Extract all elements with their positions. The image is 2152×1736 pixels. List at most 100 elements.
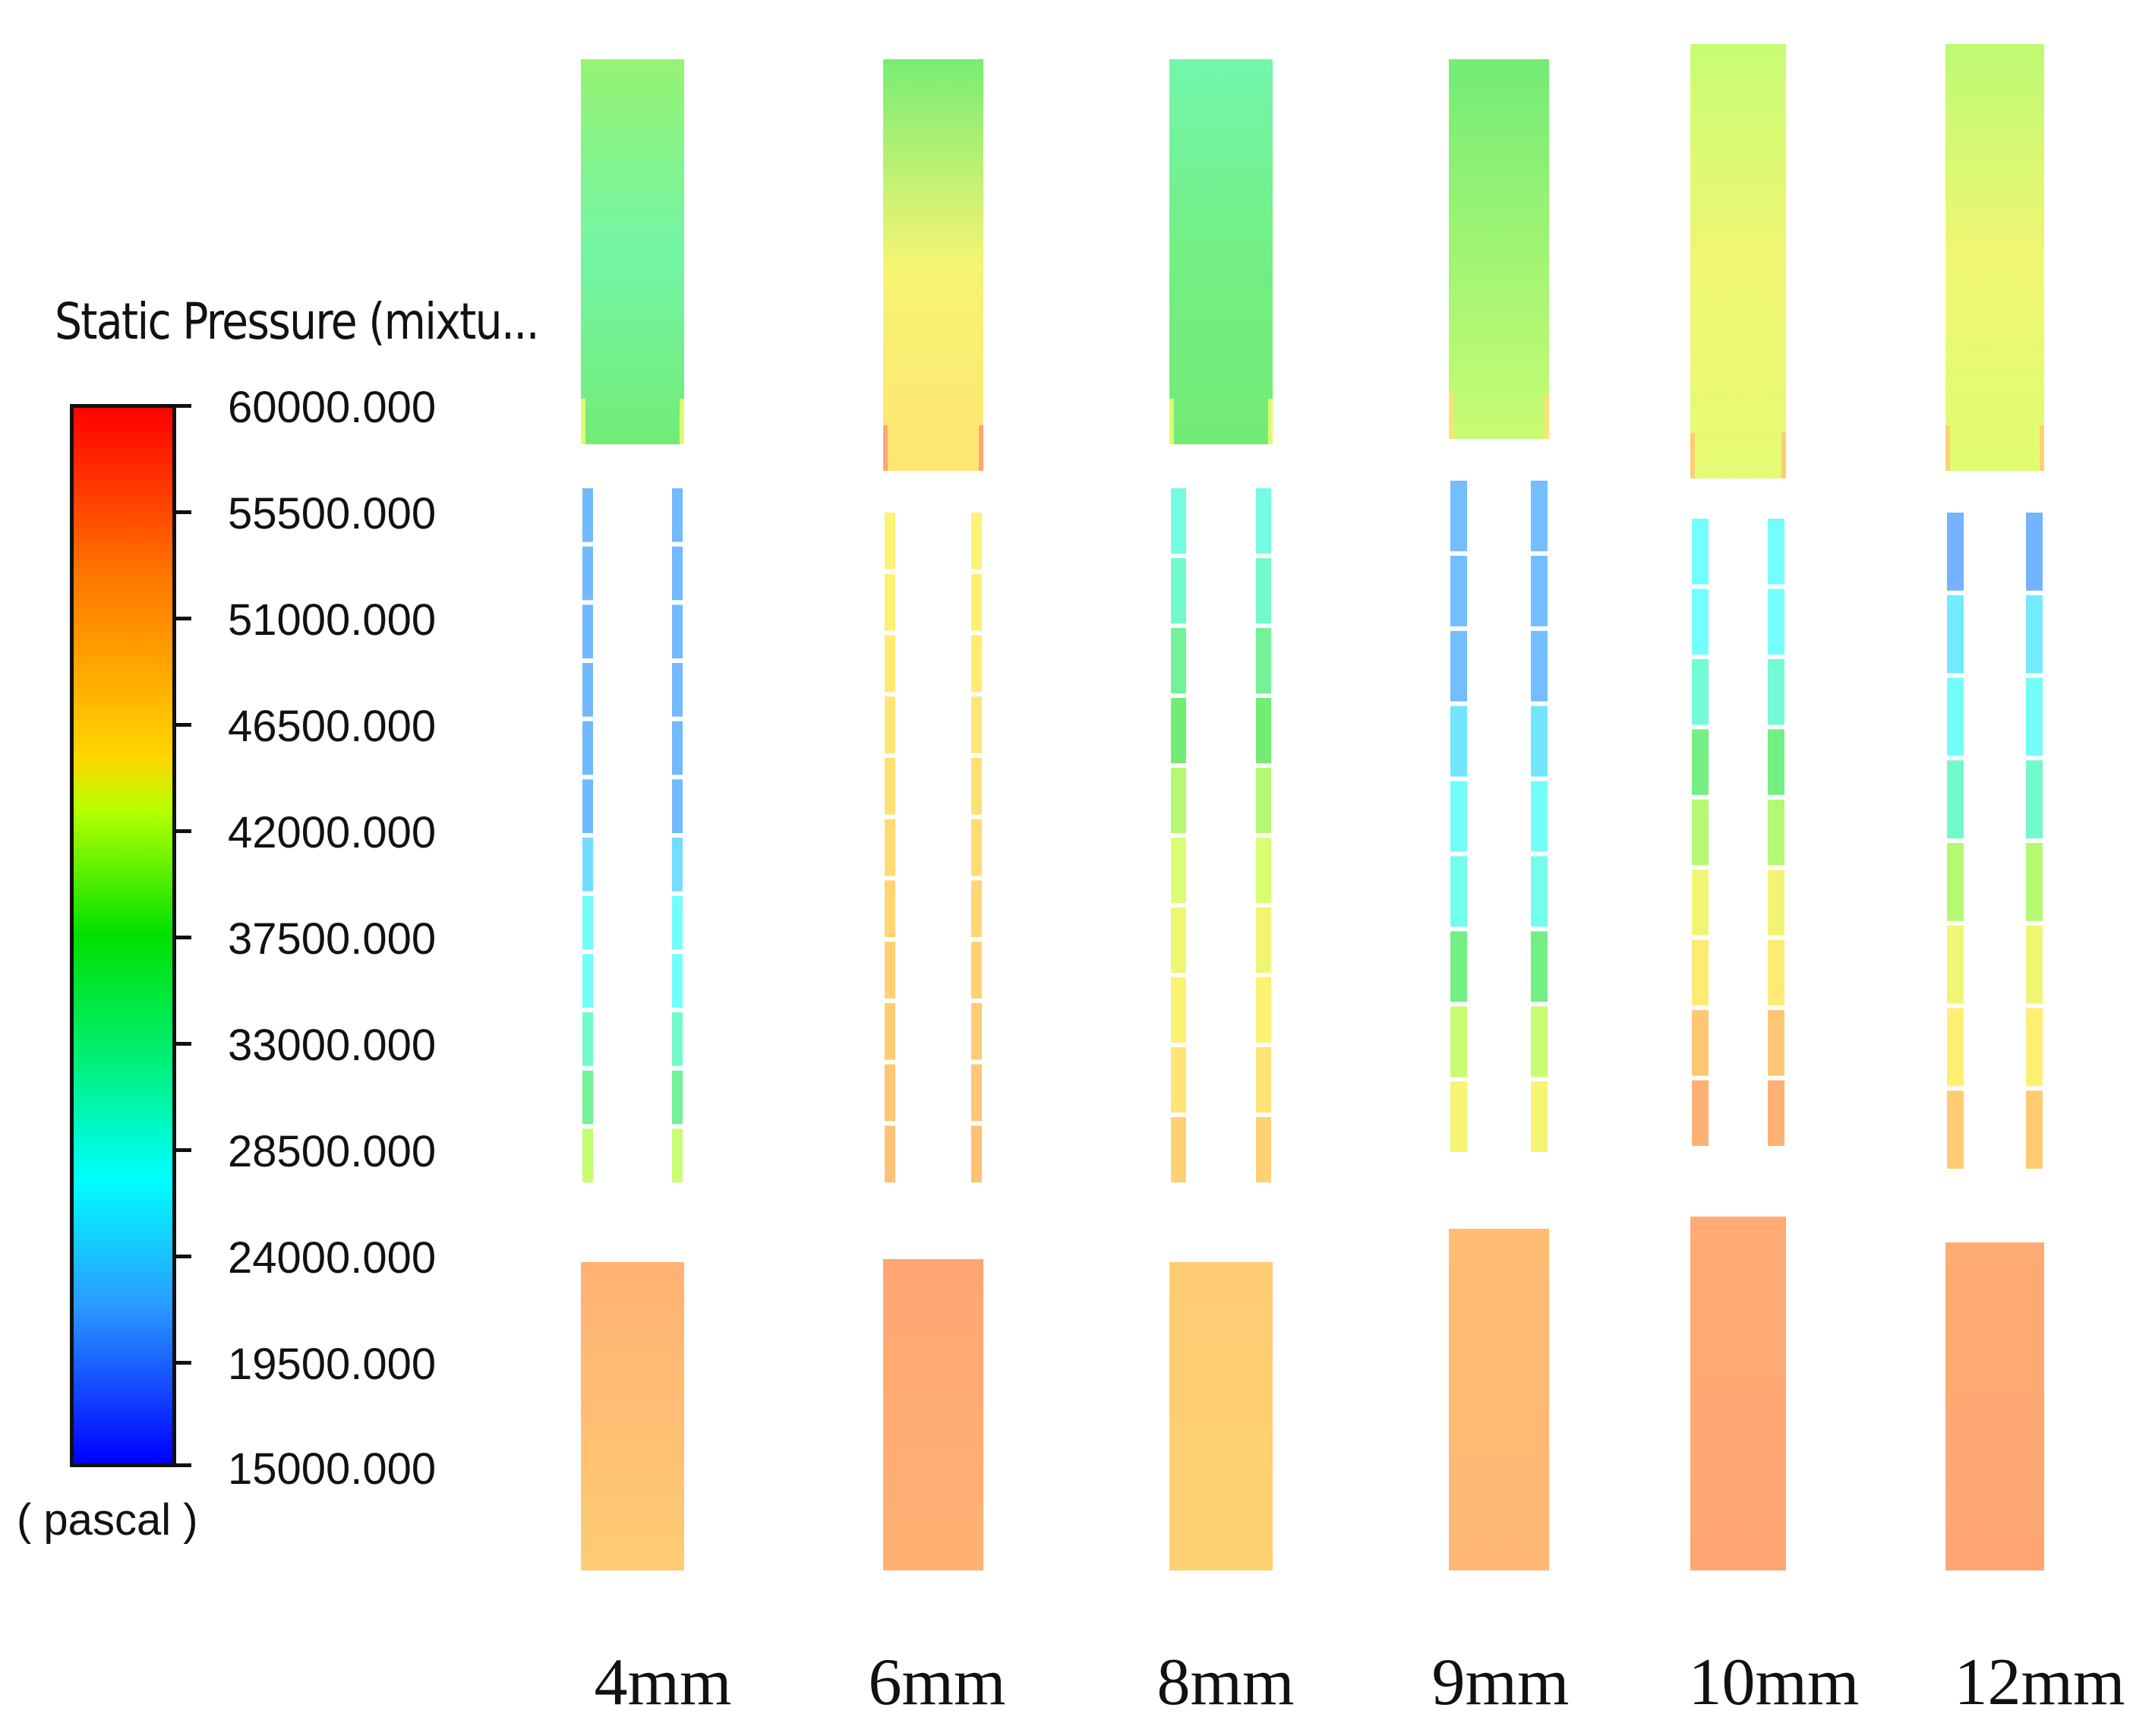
- gap-cell-right: [1256, 907, 1271, 973]
- gap-cell-left: [885, 1125, 895, 1182]
- gap-cell-right: [971, 1125, 982, 1182]
- legend-label-15000: 15000.000: [228, 1444, 437, 1494]
- upper-pipe-6mm: [883, 59, 983, 471]
- gap-cell-right: [2026, 843, 2043, 921]
- panel-4mm: [581, 59, 684, 1570]
- gap-cell-right: [672, 1128, 683, 1182]
- upper-pipe-8mm: [1169, 59, 1273, 444]
- gap-cell-right: [2026, 1008, 2043, 1087]
- gap-cell-left: [1692, 1010, 1709, 1076]
- gap-cell-left: [1692, 519, 1709, 585]
- gap-cell-right: [971, 696, 982, 753]
- gap-cell-left: [1450, 1081, 1467, 1152]
- upper-edge-right-6mm: [979, 425, 983, 471]
- upper-edge-left-6mm: [883, 425, 888, 471]
- gap-cell-left: [885, 696, 895, 753]
- gap-cell-right: [1531, 856, 1548, 927]
- gap-cell-right: [1531, 481, 1548, 551]
- gap-cell-right: [971, 880, 982, 938]
- gap-cell-left: [1692, 799, 1709, 866]
- gap-cell-left: [1450, 630, 1467, 702]
- gap-cell-left: [1947, 1008, 1964, 1087]
- gap-cell-left: [582, 1128, 593, 1182]
- legend-tick: [176, 1255, 191, 1258]
- gap-cell-right: [1531, 931, 1548, 1002]
- gap-cell-left: [582, 1070, 593, 1125]
- legend-title: Static Pressure (mixtu...: [55, 292, 540, 351]
- legend-tick: [176, 829, 191, 833]
- gap-cell-right: [1256, 558, 1271, 623]
- upper-edge-left-8mm: [1169, 399, 1174, 444]
- panel-12mm: [1945, 44, 2044, 1570]
- legend-label-28500: 28500.000: [228, 1127, 437, 1176]
- legend-tick: [176, 936, 191, 939]
- legend-label-33000: 33000.000: [228, 1021, 437, 1070]
- upper-pipe-12mm: [1945, 44, 2044, 471]
- gap-cell-left: [1171, 558, 1186, 623]
- gap-cell-right: [971, 819, 982, 876]
- gap-cell-left: [885, 757, 895, 815]
- gap-cell-right: [1256, 628, 1271, 693]
- legend-tick: [176, 1042, 191, 1046]
- gap-cell-right: [1531, 1081, 1548, 1152]
- legend-label-19500: 19500.000: [228, 1340, 437, 1389]
- gap-cell-right: [1531, 1006, 1548, 1078]
- legend-tick: [176, 404, 191, 408]
- gap-cell-right: [672, 779, 683, 833]
- gap-cell-left: [1171, 1117, 1186, 1182]
- gap-cell-right: [1531, 705, 1548, 777]
- gap-cell-left: [885, 635, 895, 693]
- gap-cell-left: [1171, 768, 1186, 833]
- legend-label-37500: 37500.000: [228, 914, 437, 964]
- gap-cell-right: [2026, 595, 2043, 674]
- gap-cell-left: [1692, 589, 1709, 655]
- gap-cell-right: [672, 1012, 683, 1066]
- gap-cell-left: [582, 779, 593, 833]
- gap-cell-right: [1768, 519, 1784, 585]
- gap-cell-left: [1450, 481, 1467, 551]
- gap-cell-left: [1947, 1091, 1964, 1169]
- upper-edge-left-12mm: [1945, 425, 1950, 471]
- upper-edge-left-10mm: [1690, 433, 1695, 478]
- gap-cell-left: [1450, 781, 1467, 852]
- gap-cell-left: [1692, 870, 1709, 936]
- legend-label-51000: 51000.000: [228, 595, 437, 645]
- gap-cell-left: [885, 1064, 895, 1122]
- gap-cell-left: [885, 513, 895, 570]
- upper-edge-left-4mm: [581, 399, 585, 444]
- gap-cell-right: [1768, 589, 1784, 655]
- gap-cell-left: [582, 954, 593, 1008]
- gap-cell-left: [885, 573, 895, 631]
- gap-cell-left: [1692, 658, 1709, 725]
- gap-cell-right: [1256, 838, 1271, 903]
- gap-cell-left: [1450, 555, 1467, 627]
- gap-cell-right: [2026, 677, 2043, 756]
- gap-cell-left: [1450, 1006, 1467, 1078]
- gap-cell-left: [1947, 760, 1964, 838]
- gap-cell-right: [2026, 1091, 2043, 1169]
- case-label-6mm: 6mm: [868, 1646, 1006, 1719]
- gap-cell-left: [885, 942, 895, 999]
- gap-cell-left: [1947, 677, 1964, 756]
- legend-tick: [176, 723, 191, 727]
- gap-cell-right: [672, 838, 683, 892]
- gap-cell-left: [582, 721, 593, 775]
- gap-cell-right: [672, 1070, 683, 1125]
- upper-edge-right-10mm: [1781, 433, 1786, 478]
- gap-cell-right: [1768, 1080, 1784, 1146]
- panel-8mm: [1169, 59, 1273, 1570]
- legend-unit: ( pascal ): [17, 1495, 198, 1545]
- gap-cell-left: [1171, 907, 1186, 973]
- gap-cell-right: [1768, 799, 1784, 866]
- gap-cell-left: [1947, 513, 1964, 591]
- panel-9mm: [1449, 59, 1549, 1570]
- gap-cell-left: [1171, 1047, 1186, 1113]
- color-scale-bar: [70, 404, 176, 1467]
- gap-cell-left: [1692, 729, 1709, 795]
- gap-cell-right: [971, 1002, 982, 1060]
- gap-cell-left: [1171, 488, 1186, 554]
- gap-cell-right: [672, 895, 683, 950]
- gap-cell-left: [1171, 628, 1186, 693]
- gap-cell-left: [582, 663, 593, 717]
- gap-cell-right: [2026, 513, 2043, 591]
